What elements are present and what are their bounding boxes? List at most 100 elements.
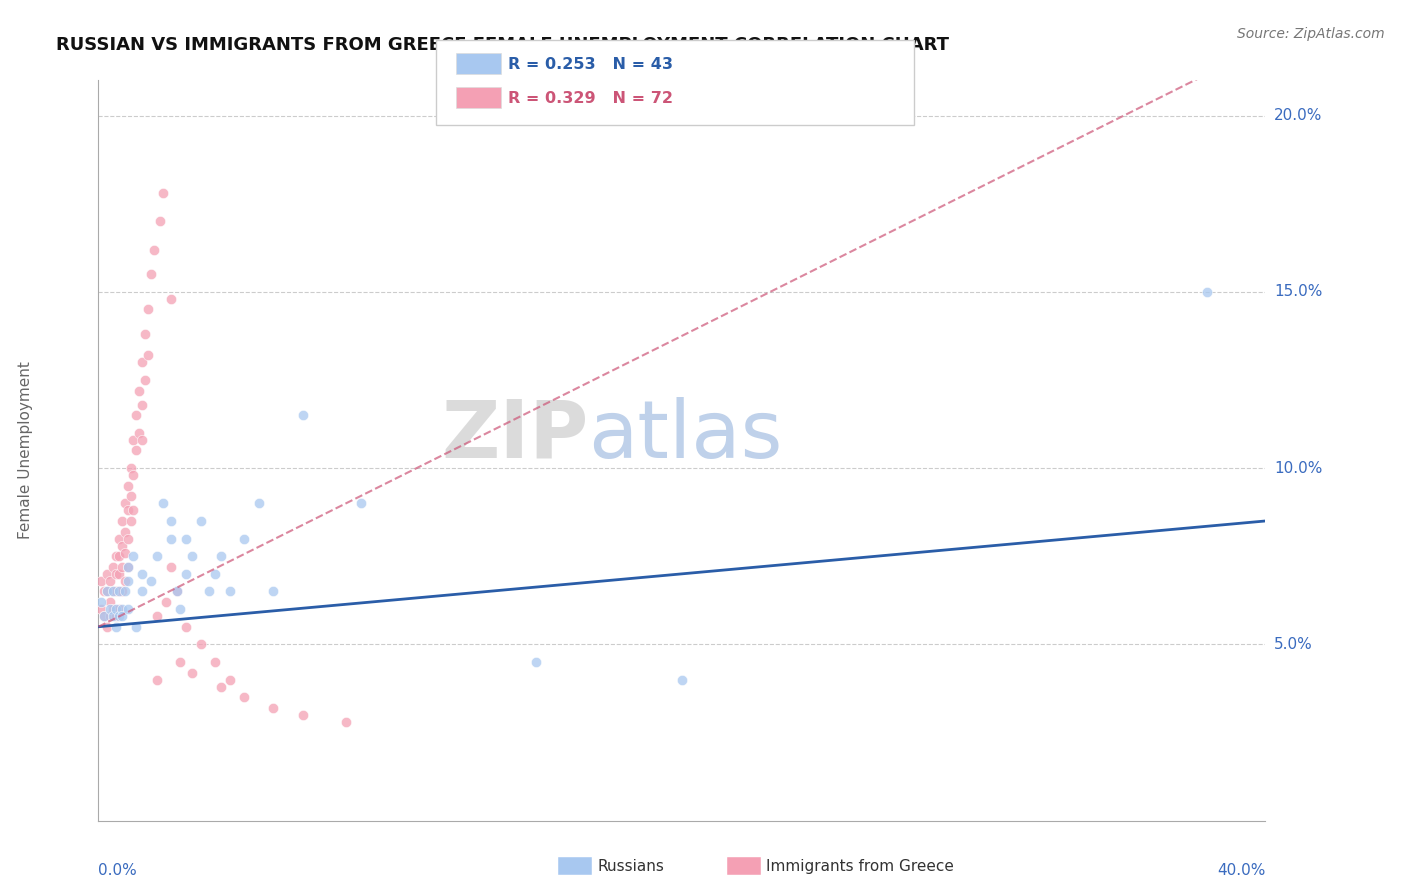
- Point: [262, 584, 284, 599]
- Point: [101, 602, 124, 616]
- Text: RUSSIAN VS IMMIGRANTS FROM GREECE FEMALE UNEMPLOYMENT CORRELATION CHART: RUSSIAN VS IMMIGRANTS FROM GREECE FEMALE…: [56, 36, 949, 54]
- Point: [104, 584, 127, 599]
- Point: [90, 595, 112, 609]
- Point: [146, 549, 169, 564]
- Point: [108, 566, 131, 581]
- Point: [233, 532, 256, 546]
- Point: [166, 584, 188, 599]
- Point: [122, 503, 145, 517]
- Point: [90, 574, 112, 588]
- Point: [209, 680, 232, 694]
- Point: [169, 655, 191, 669]
- Point: [166, 584, 188, 599]
- Point: [120, 461, 142, 475]
- Point: [125, 620, 148, 634]
- Point: [671, 673, 693, 687]
- Point: [120, 489, 142, 503]
- Text: atlas: atlas: [589, 397, 783, 475]
- Point: [111, 559, 134, 574]
- Point: [209, 549, 232, 564]
- Point: [93, 609, 115, 624]
- Point: [146, 673, 169, 687]
- Point: [291, 707, 314, 722]
- Point: [125, 443, 148, 458]
- Point: [131, 566, 153, 581]
- Point: [131, 398, 153, 412]
- Point: [291, 408, 314, 422]
- Point: [117, 503, 139, 517]
- Point: [108, 584, 131, 599]
- Text: 40.0%: 40.0%: [1218, 863, 1265, 878]
- Point: [108, 602, 131, 616]
- Point: [1195, 285, 1218, 299]
- Point: [125, 408, 148, 422]
- Point: [174, 566, 197, 581]
- Point: [180, 665, 202, 680]
- Point: [128, 384, 150, 398]
- Point: [190, 514, 212, 528]
- Point: [114, 546, 136, 560]
- Point: [134, 327, 156, 342]
- Point: [111, 584, 134, 599]
- Point: [104, 602, 127, 616]
- Point: [98, 595, 121, 609]
- Point: [190, 637, 212, 651]
- Point: [98, 609, 121, 624]
- Point: [104, 620, 127, 634]
- Point: [122, 433, 145, 447]
- Point: [198, 584, 221, 599]
- Point: [98, 602, 121, 616]
- Point: [139, 267, 162, 281]
- Point: [131, 433, 153, 447]
- Point: [114, 496, 136, 510]
- Text: ZIP: ZIP: [441, 397, 589, 475]
- Point: [204, 566, 226, 581]
- Point: [152, 496, 174, 510]
- Point: [136, 348, 159, 362]
- Text: Immigrants from Greece: Immigrants from Greece: [766, 859, 955, 873]
- Point: [160, 292, 183, 306]
- Point: [117, 479, 139, 493]
- Point: [111, 609, 134, 624]
- Point: [117, 574, 139, 588]
- Text: 20.0%: 20.0%: [1274, 108, 1323, 123]
- Point: [122, 549, 145, 564]
- Point: [111, 539, 134, 553]
- Point: [152, 186, 174, 200]
- Point: [524, 655, 547, 669]
- Point: [104, 566, 127, 581]
- Point: [108, 609, 131, 624]
- Point: [96, 620, 118, 634]
- Point: [114, 524, 136, 539]
- Point: [96, 566, 118, 581]
- Point: [108, 532, 131, 546]
- Point: [120, 514, 142, 528]
- Point: [117, 559, 139, 574]
- Point: [93, 609, 115, 624]
- Point: [96, 584, 118, 599]
- Text: 15.0%: 15.0%: [1274, 285, 1323, 300]
- Text: R = 0.253   N = 43: R = 0.253 N = 43: [508, 57, 672, 71]
- Point: [160, 532, 183, 546]
- Point: [104, 609, 127, 624]
- Point: [218, 673, 240, 687]
- Point: [114, 584, 136, 599]
- Point: [111, 514, 134, 528]
- Point: [101, 584, 124, 599]
- Point: [101, 609, 124, 624]
- Point: [96, 584, 118, 599]
- Point: [160, 559, 183, 574]
- Point: [350, 496, 373, 510]
- Point: [114, 574, 136, 588]
- Point: [204, 655, 226, 669]
- Point: [146, 609, 169, 624]
- Point: [101, 559, 124, 574]
- Point: [142, 243, 165, 257]
- Point: [117, 559, 139, 574]
- Text: 0.0%: 0.0%: [98, 863, 138, 878]
- Point: [218, 584, 240, 599]
- Point: [90, 602, 112, 616]
- Point: [174, 532, 197, 546]
- Point: [233, 690, 256, 705]
- Point: [335, 714, 357, 729]
